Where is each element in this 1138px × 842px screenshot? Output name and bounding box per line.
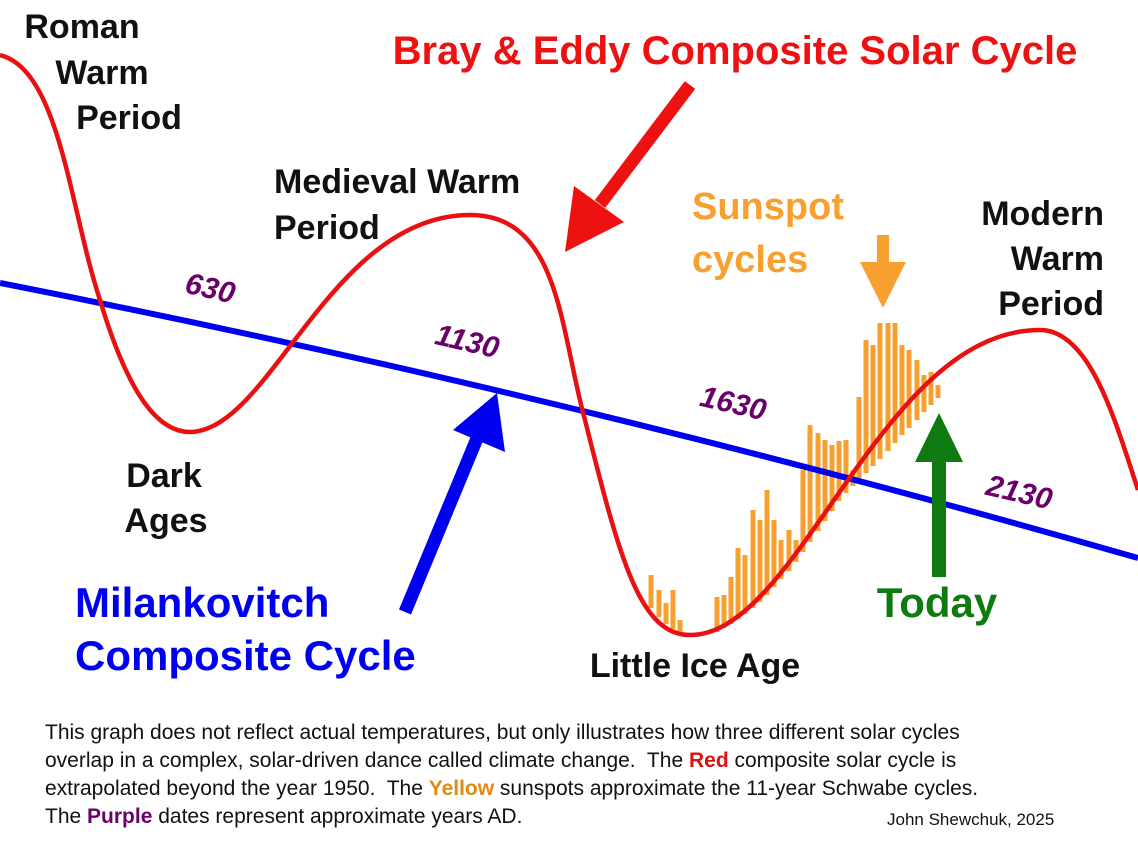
caption-highlight: Purple xyxy=(87,805,152,828)
caption-line: overlap in a complex, solar-driven dance… xyxy=(45,749,956,772)
label: Period xyxy=(998,285,1104,323)
caption-line: extrapolated beyond the year 1950. The Y… xyxy=(45,777,978,800)
label: Milankovitch xyxy=(75,579,329,626)
caption-text: This graph does not reflect actual tempe… xyxy=(45,721,960,744)
label: Medieval Warm xyxy=(274,163,520,201)
red-arrow xyxy=(565,81,696,252)
caption-highlight: Red xyxy=(689,749,729,772)
label: Modern xyxy=(981,195,1104,233)
green-arrow xyxy=(915,413,963,577)
caption-text: dates represent approximate years AD. xyxy=(152,805,522,828)
label: Little Ice Age xyxy=(590,647,800,685)
label: cycles xyxy=(692,239,808,281)
label: Period xyxy=(274,209,380,247)
label: Ages xyxy=(124,502,207,540)
caption-line: The Purple dates represent approximate y… xyxy=(45,805,522,828)
label: Warm xyxy=(55,54,148,92)
caption-text: The xyxy=(45,805,87,828)
label: Dark xyxy=(126,457,202,495)
label: Period xyxy=(76,99,182,137)
caption-text: overlap in a complex, solar-driven dance… xyxy=(45,749,689,772)
label: Today xyxy=(877,579,998,626)
caption-text: composite solar cycle is xyxy=(729,749,957,772)
caption-text: extrapolated beyond the year 1950. The xyxy=(45,777,429,800)
label: Warm xyxy=(1011,240,1104,278)
blue-arrow xyxy=(398,393,505,615)
solar-cycle-curve xyxy=(0,52,1138,638)
title: Bray & Eddy Composite Solar Cycle xyxy=(393,29,1078,73)
milankovitch-cycle xyxy=(0,280,1138,561)
orange-arrow xyxy=(860,235,906,308)
sunspot-bars xyxy=(648,323,941,633)
label: Roman xyxy=(24,8,139,46)
caption-highlight: Yellow xyxy=(429,777,495,800)
credit: John Shewchuk, 2025 xyxy=(887,810,1054,829)
caption-text: sunspots approximate the 11-year Schwabe… xyxy=(494,777,978,800)
label: Composite Cycle xyxy=(75,632,416,679)
caption-line: This graph does not reflect actual tempe… xyxy=(45,721,960,744)
label: Sunspot xyxy=(692,186,844,228)
